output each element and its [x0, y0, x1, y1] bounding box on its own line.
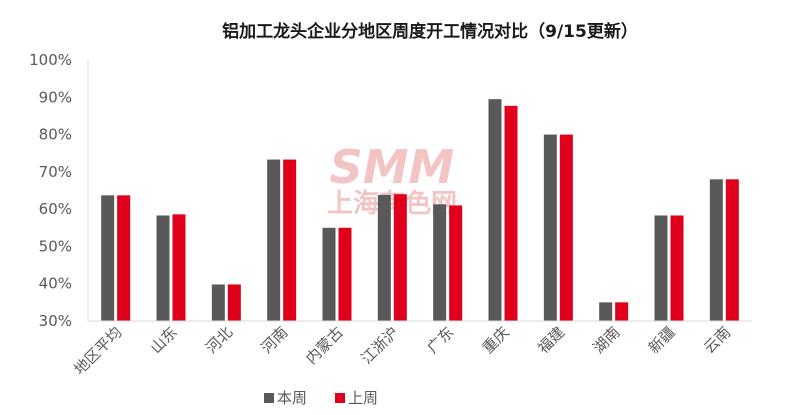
x-category-label: 云南: [700, 323, 734, 357]
y-tick-label: 30%: [39, 312, 72, 330]
bar-last-week: [670, 215, 684, 321]
bar-this-week: [488, 99, 502, 322]
bars-layer: [101, 99, 739, 322]
bar-last-week: [725, 179, 739, 321]
legend-label: 本周: [277, 389, 307, 407]
x-category-label: 河北: [202, 323, 236, 357]
bar-last-week: [338, 227, 352, 321]
bar-this-week: [156, 215, 170, 321]
chart-title: 铝加工龙头企业分地区周度开工情况对比（9/15更新）: [222, 21, 638, 42]
bar-this-week: [322, 227, 336, 321]
y-axis: 30% 40% 50% 60% 70% 80% 90% 100%: [29, 51, 89, 330]
bar-last-week: [449, 205, 463, 321]
bar-last-week: [504, 105, 518, 322]
bar-this-week: [433, 204, 447, 321]
bar-last-week: [117, 195, 131, 321]
bar-this-week: [101, 195, 115, 321]
x-category-label: 江浙沪: [358, 323, 403, 368]
bar-last-week: [172, 214, 186, 321]
bar-last-week: [615, 302, 629, 321]
x-category-label: 山东: [147, 323, 181, 357]
watermark-logo-text: SMM: [330, 140, 455, 194]
legend-label: 上周: [348, 389, 378, 407]
legend-swatch: [335, 393, 345, 403]
x-category-label: 广东: [424, 323, 458, 357]
y-tick-label: 100%: [29, 51, 72, 69]
bar-last-week: [559, 134, 573, 321]
x-category-label: 地区平均: [70, 323, 125, 378]
bar-this-week: [543, 134, 557, 321]
x-category-label: 湖南: [590, 323, 624, 357]
y-tick-label: 40%: [39, 275, 72, 293]
bar-this-week: [654, 215, 668, 321]
bar-this-week: [377, 194, 391, 321]
x-category-label: 河南: [258, 323, 292, 357]
y-tick-label: 60%: [39, 200, 72, 218]
y-tick-label: 50%: [39, 237, 72, 255]
legend: 本周 上周: [264, 389, 378, 407]
x-category-label: 重庆: [479, 323, 513, 357]
x-category-label: 内蒙古: [302, 323, 347, 368]
bar-this-week: [211, 284, 225, 321]
y-tick-label: 90%: [39, 88, 72, 106]
bar-this-week: [267, 159, 281, 321]
bar-this-week: [599, 302, 613, 321]
y-tick-label: 80%: [39, 126, 72, 144]
bar-last-week: [393, 194, 407, 321]
bar-this-week: [709, 179, 723, 321]
y-tick-label: 70%: [39, 163, 72, 181]
x-axis: 地区平均 山东 河北 河南 内蒙古 江浙沪 广东 重庆 福建 湖南 新疆 云南: [70, 320, 752, 378]
legend-swatch: [264, 393, 274, 403]
x-category-label: 新疆: [645, 323, 679, 357]
x-category-label: 福建: [534, 323, 568, 357]
watermark-logo: SMM 上海有色网: [327, 140, 457, 219]
bar-last-week: [227, 284, 241, 321]
bar-last-week: [283, 159, 297, 321]
